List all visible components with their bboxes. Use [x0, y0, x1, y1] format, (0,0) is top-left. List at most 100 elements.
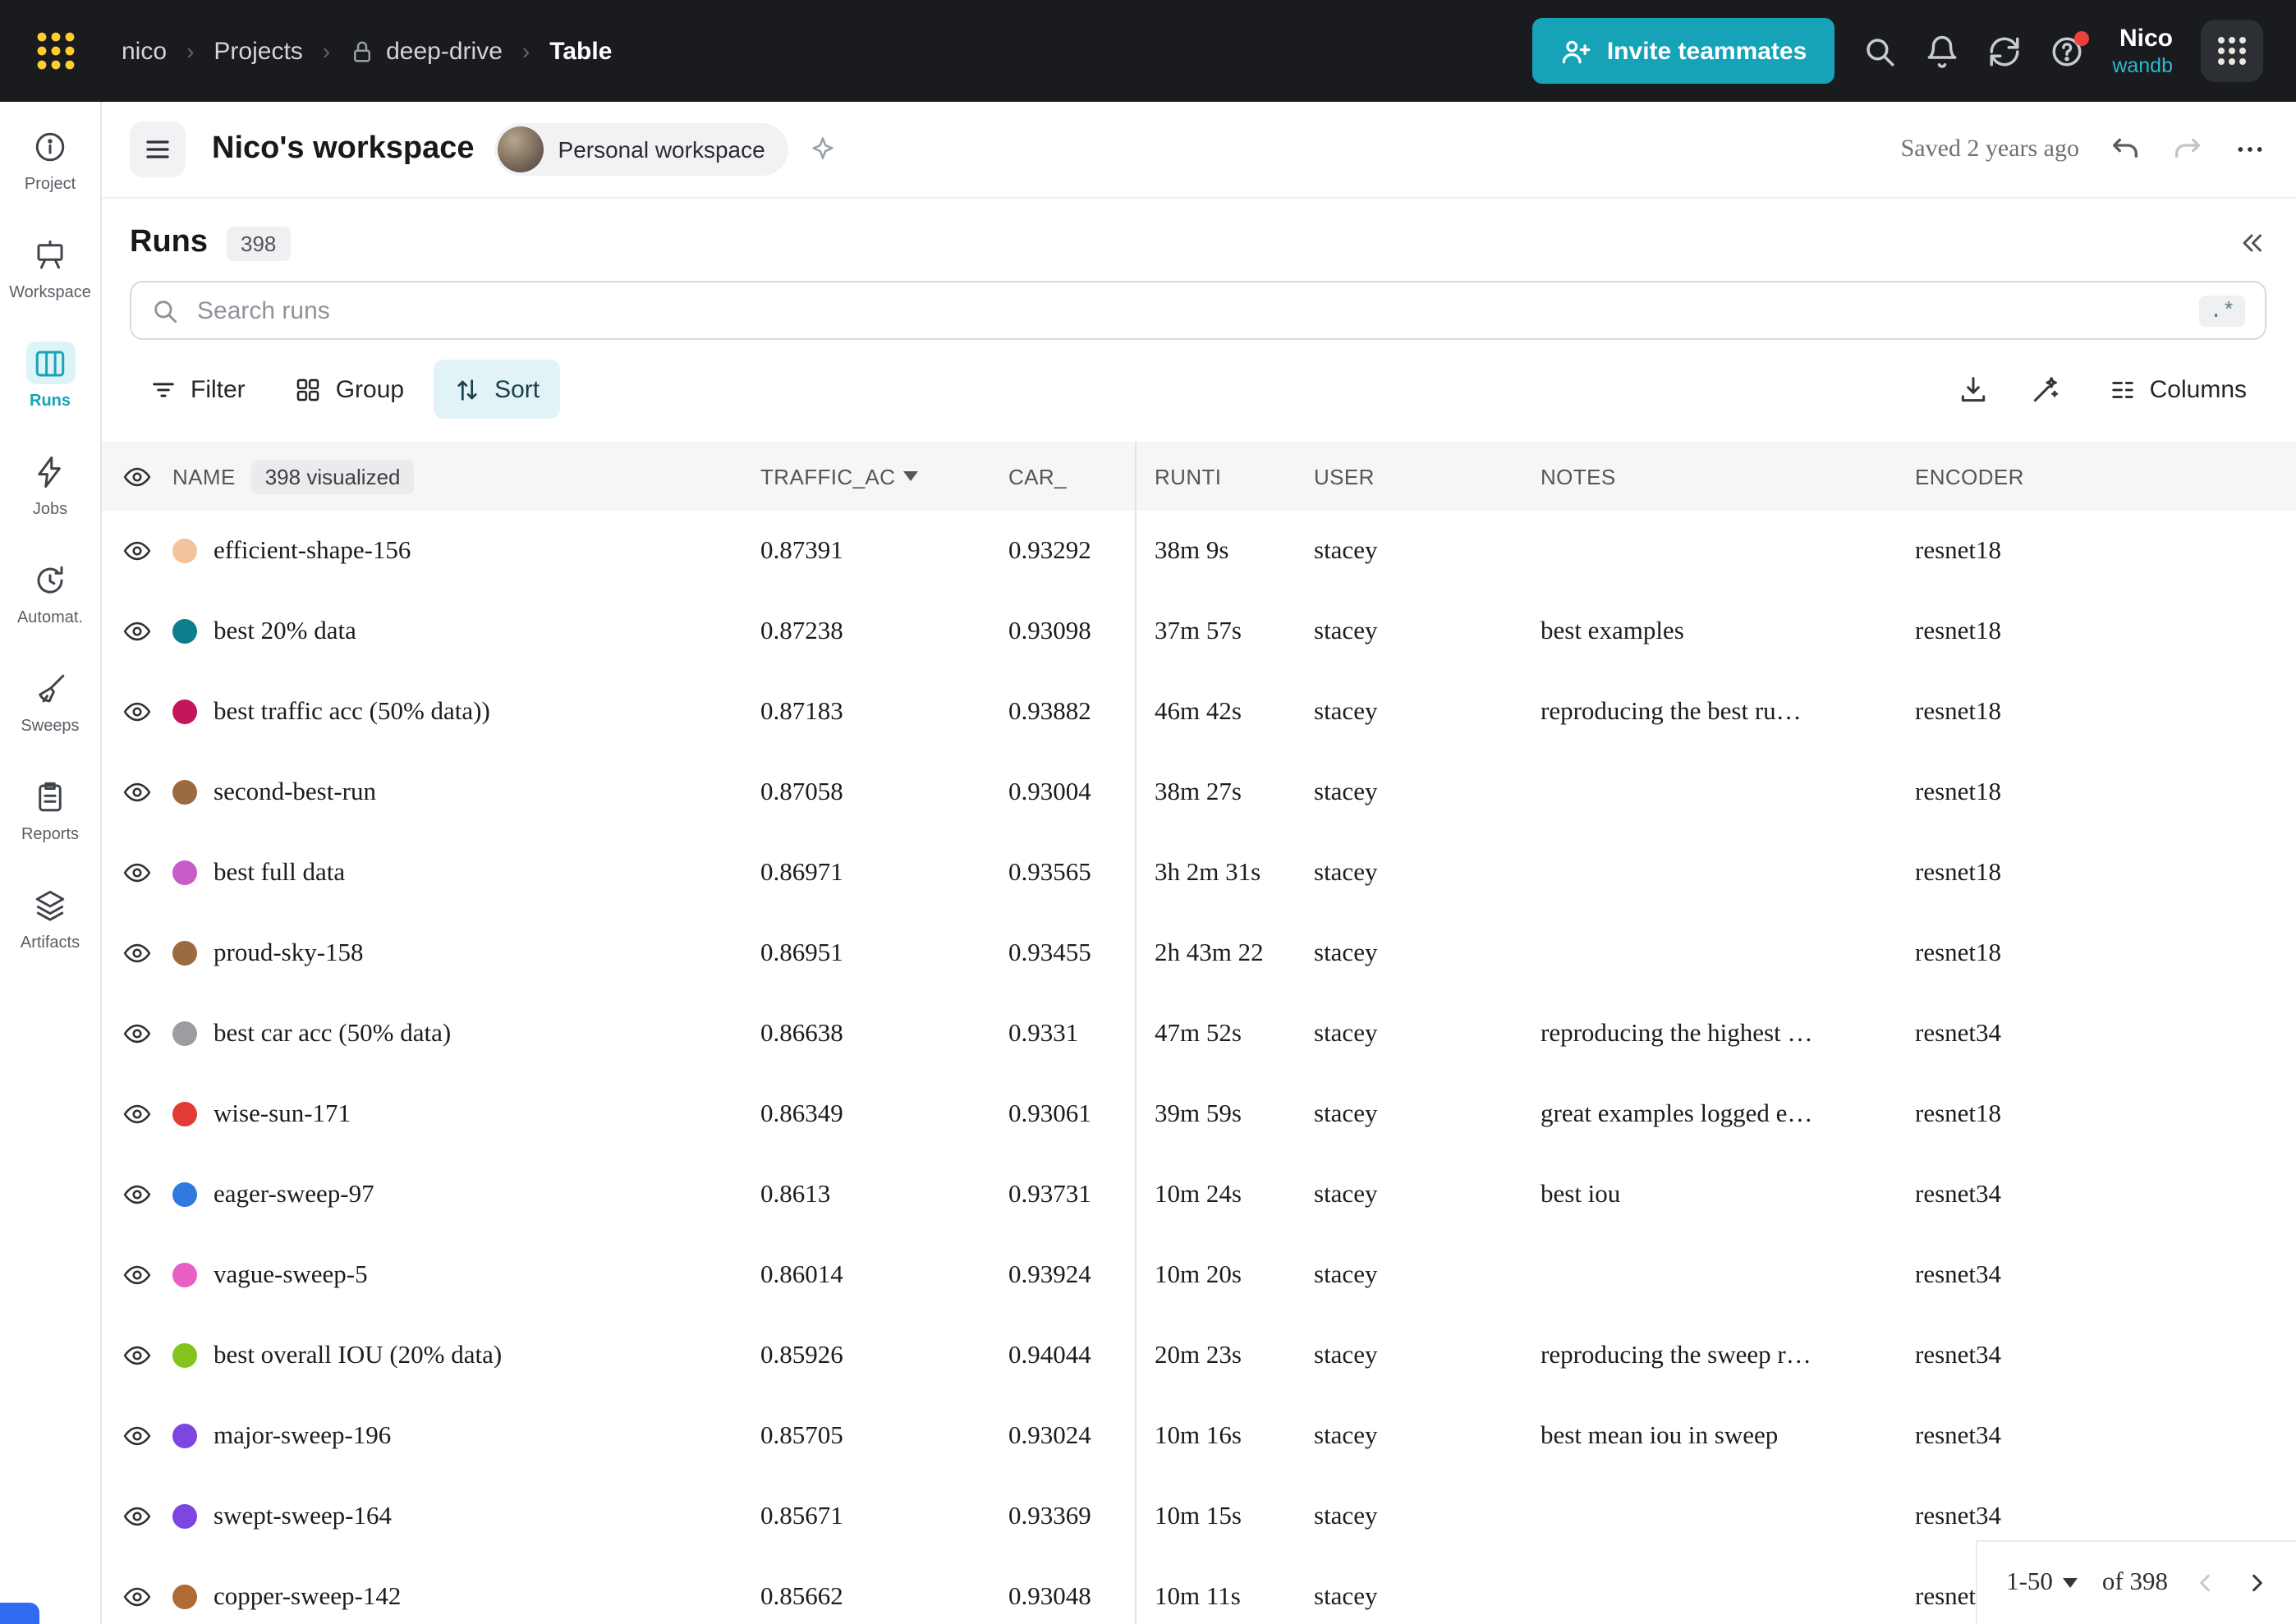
chat-widget[interactable] — [0, 1603, 39, 1624]
magic-wand-icon[interactable] — [2017, 360, 2076, 419]
run-name[interactable]: proud-sky-158 — [214, 938, 364, 966]
run-name[interactable]: best 20% data — [214, 617, 356, 645]
runs-table-body: efficient-shape-156 0.87391 0.93292 38m … — [100, 511, 2296, 1624]
run-name[interactable]: efficient-shape-156 — [214, 536, 411, 564]
visibility-eye-icon[interactable] — [100, 1100, 172, 1128]
personal-workspace-badge[interactable]: Personal workspace — [494, 123, 788, 176]
run-name[interactable]: second-best-run — [214, 778, 376, 805]
sidebar-item-reports[interactable]: Reports — [0, 775, 100, 844]
run-name[interactable]: eager-sweep-97 — [214, 1180, 374, 1208]
run-name[interactable]: copper-sweep-142 — [214, 1582, 402, 1610]
column-header-car-acc[interactable]: CAR_ — [1008, 464, 1067, 489]
visibility-eye-icon[interactable] — [100, 1261, 172, 1289]
visibility-eye-icon[interactable] — [100, 1502, 172, 1530]
visibility-eye-icon[interactable] — [100, 537, 172, 565]
user-menu[interactable]: Nico wandb — [2112, 24, 2173, 78]
top-navbar: nico › Projects › deep-drive › Table — [0, 0, 2296, 102]
visibility-eye-icon[interactable] — [100, 1181, 172, 1209]
table-row[interactable]: best traffic acc (50% data)) 0.87183 0.9… — [100, 672, 2296, 752]
more-options-icon[interactable] — [2234, 133, 2266, 166]
table-row[interactable]: efficient-shape-156 0.87391 0.93292 38m … — [100, 511, 2296, 591]
sidebar-item-jobs[interactable]: Jobs — [0, 450, 100, 519]
redo-icon[interactable] — [2171, 133, 2204, 166]
table-row[interactable]: swept-sweep-164 0.85671 0.93369 10m 15s … — [100, 1476, 2296, 1557]
previous-page-icon[interactable] — [2193, 1570, 2219, 1596]
column-header-name[interactable]: NAME 398 visualized — [172, 459, 760, 493]
column-header-runtime[interactable]: RUNTI — [1155, 464, 1222, 489]
visibility-eye-icon[interactable] — [100, 698, 172, 726]
column-header-user[interactable]: USER — [1314, 464, 1375, 489]
search-icon[interactable] — [1862, 34, 1897, 68]
visibility-eye-icon[interactable] — [100, 1583, 172, 1611]
run-runtime-value: 10m 16s — [1155, 1421, 1242, 1449]
run-name[interactable]: major-sweep-196 — [214, 1421, 392, 1449]
visibility-eye-header-icon[interactable] — [100, 462, 172, 490]
breadcrumb-entity[interactable]: nico — [122, 37, 168, 65]
run-name[interactable]: best traffic acc (50% data)) — [214, 697, 490, 725]
run-name[interactable]: vague-sweep-5 — [214, 1260, 368, 1288]
table-row[interactable]: second-best-run 0.87058 0.93004 38m 27s … — [100, 752, 2296, 833]
runs-table-icon — [25, 342, 75, 384]
breadcrumb-project[interactable]: deep-drive — [350, 37, 503, 65]
table-row[interactable]: proud-sky-158 0.86951 0.93455 2h 43m 22 … — [100, 913, 2296, 993]
run-traffic-acc-value: 0.86349 — [760, 1099, 843, 1127]
sidebar-item-automations[interactable]: Automat. — [0, 558, 100, 627]
group-button[interactable]: Group — [275, 360, 424, 419]
sparkle-icon[interactable] — [808, 135, 838, 164]
user-avatar[interactable] — [2201, 20, 2263, 82]
columns-button[interactable]: Columns — [2089, 360, 2266, 419]
sidebar-item-workspace[interactable]: Workspace — [0, 233, 100, 302]
search-icon — [151, 296, 179, 324]
run-runtime-value: 39m 59s — [1155, 1099, 1242, 1127]
help-icon[interactable] — [2050, 30, 2090, 68]
download-icon[interactable] — [1945, 360, 2004, 419]
table-row[interactable]: major-sweep-196 0.85705 0.93024 10m 16s … — [100, 1396, 2296, 1476]
visibility-eye-icon[interactable] — [100, 1020, 172, 1048]
search-runs-input[interactable] — [194, 295, 2185, 326]
run-name[interactable]: swept-sweep-164 — [214, 1502, 392, 1530]
invite-teammates-button[interactable]: Invite teammates — [1532, 18, 1835, 84]
breadcrumb-projects[interactable]: Projects — [214, 37, 303, 65]
run-car-acc-value: 0.93565 — [1008, 858, 1091, 886]
table-row[interactable]: best 20% data 0.87238 0.93098 37m 57s st… — [100, 591, 2296, 672]
visibility-eye-icon[interactable] — [100, 778, 172, 806]
column-header-encoder[interactable]: ENCODER — [1915, 464, 2024, 489]
sync-refresh-icon[interactable] — [1987, 34, 2022, 68]
column-header-notes[interactable]: NOTES — [1541, 464, 1616, 489]
visibility-eye-icon[interactable] — [100, 1422, 172, 1450]
undo-icon[interactable] — [2109, 133, 2142, 166]
run-name[interactable]: best car acc (50% data) — [214, 1019, 452, 1047]
workspace-menu-button[interactable] — [130, 122, 186, 177]
regex-toggle[interactable]: .* — [2199, 295, 2245, 326]
frozen-pane-divider[interactable] — [1135, 442, 1137, 1624]
sidebar-item-project[interactable]: Project — [0, 125, 100, 194]
next-page-icon[interactable] — [2243, 1570, 2270, 1596]
run-name[interactable]: best full data — [214, 858, 346, 886]
table-row[interactable]: vague-sweep-5 0.86014 0.93924 10m 20s st… — [100, 1235, 2296, 1315]
table-row[interactable]: eager-sweep-97 0.8613 0.93731 10m 24s st… — [100, 1154, 2296, 1235]
run-encoder-value: resnet18 — [1915, 1099, 2002, 1127]
visibility-eye-icon[interactable] — [100, 939, 172, 967]
table-row[interactable]: copper-sweep-142 0.85662 0.93048 10m 11s… — [100, 1557, 2296, 1624]
run-encoder-value: resnet18 — [1915, 617, 2002, 645]
run-name[interactable]: best overall IOU (20% data) — [214, 1341, 503, 1369]
filter-button[interactable]: Filter — [130, 360, 265, 419]
breadcrumb-page[interactable]: Table — [549, 37, 613, 65]
visibility-eye-icon[interactable] — [100, 1342, 172, 1369]
visibility-eye-icon[interactable] — [100, 859, 172, 887]
table-row[interactable]: best car acc (50% data) 0.86638 0.9331 4… — [100, 993, 2296, 1074]
notifications-bell-icon[interactable] — [1925, 34, 1959, 68]
sort-button[interactable]: Sort — [434, 360, 560, 419]
page-range-dropdown[interactable]: 1-50 — [2006, 1568, 2078, 1598]
sidebar-item-sweeps[interactable]: Sweeps — [0, 667, 100, 736]
sidebar-item-artifacts[interactable]: Artifacts — [0, 883, 100, 952]
column-header-traffic-acc[interactable]: TRAFFIC_AC — [760, 464, 1008, 489]
wandb-logo-icon[interactable] — [33, 28, 79, 74]
run-name[interactable]: wise-sun-171 — [214, 1099, 351, 1127]
table-row[interactable]: best overall IOU (20% data) 0.85926 0.94… — [100, 1315, 2296, 1396]
table-row[interactable]: best full data 0.86971 0.93565 3h 2m 31s… — [100, 833, 2296, 913]
table-row[interactable]: wise-sun-171 0.86349 0.93061 39m 59s sta… — [100, 1074, 2296, 1154]
visibility-eye-icon[interactable] — [100, 617, 172, 645]
collapse-panel-icon[interactable] — [2237, 228, 2266, 258]
sidebar-item-runs[interactable]: Runs — [0, 342, 100, 411]
